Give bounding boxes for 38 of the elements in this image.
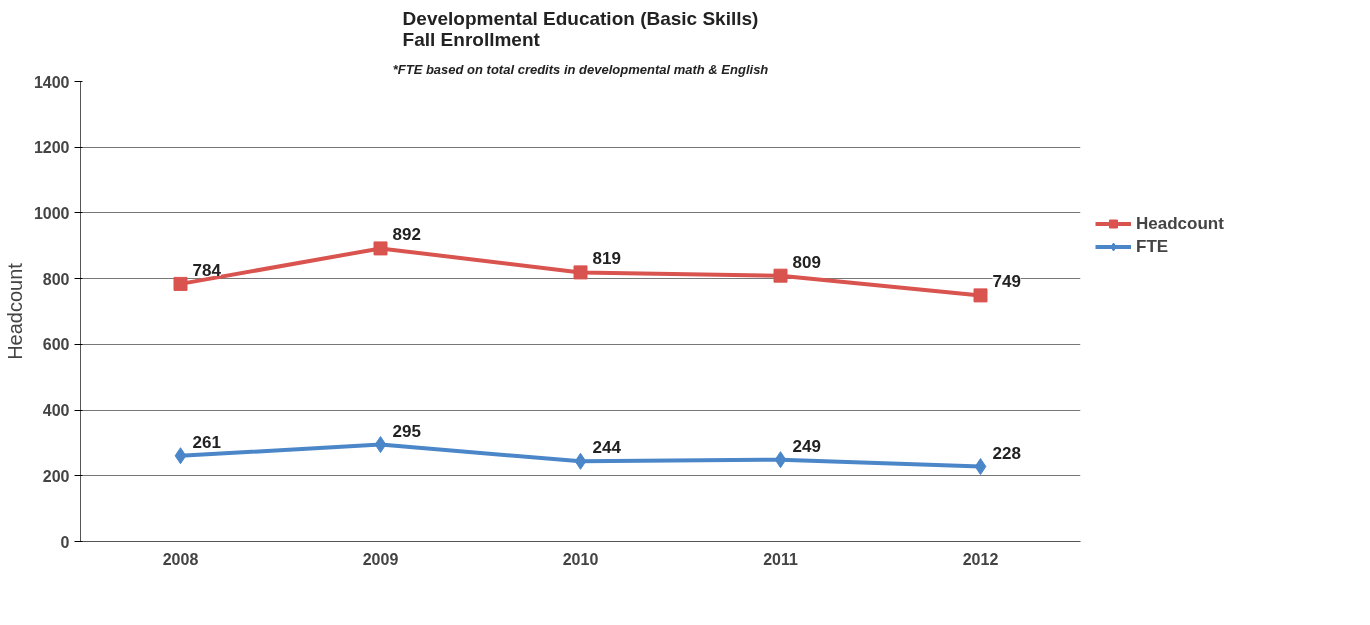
x-tick-label: 2010 bbox=[562, 550, 599, 568]
y-tick-label: 800 bbox=[42, 270, 70, 288]
data-label: 819 bbox=[592, 249, 621, 269]
chart-title: Developmental Education (Basic Skills) Fall Enrollment bbox=[402, 7, 759, 50]
data-label: 892 bbox=[392, 225, 421, 245]
point bbox=[774, 451, 787, 469]
y-tick-label: 0 bbox=[60, 533, 70, 551]
x-tick-label: 2012 bbox=[962, 550, 999, 568]
point bbox=[974, 458, 987, 476]
data-label: 228 bbox=[992, 443, 1021, 463]
y-tick-label: 1400 bbox=[33, 73, 70, 91]
data-label: 244 bbox=[592, 438, 622, 458]
point bbox=[973, 288, 988, 303]
y-tick-label: 400 bbox=[42, 402, 70, 420]
x-tick-label: 2011 bbox=[763, 550, 798, 568]
point bbox=[174, 447, 187, 465]
data-label: 809 bbox=[792, 252, 821, 272]
legend-label: Headcount bbox=[1136, 213, 1224, 234]
data-label: 749 bbox=[992, 272, 1021, 292]
point bbox=[773, 268, 788, 283]
chart-subtitle: *FTE based on total credits in developmental math & English bbox=[392, 61, 769, 77]
x-tick-label: 2009 bbox=[362, 550, 399, 568]
y-tick-label: 1200 bbox=[33, 139, 70, 157]
point bbox=[173, 276, 188, 291]
data-label: 295 bbox=[392, 421, 421, 441]
data-label: 249 bbox=[792, 436, 821, 456]
point bbox=[573, 265, 588, 280]
y-tick-label: 1000 bbox=[33, 204, 70, 222]
point bbox=[373, 241, 388, 256]
legend-label: FTE bbox=[1136, 236, 1169, 257]
x-tick-label: 2008 bbox=[162, 550, 199, 568]
y-tick-label: 600 bbox=[42, 336, 70, 354]
point bbox=[574, 452, 587, 470]
data-label: 784 bbox=[192, 260, 222, 280]
data-label: 261 bbox=[192, 432, 221, 452]
point bbox=[374, 436, 387, 454]
y-axis-title: Headcount bbox=[3, 262, 26, 360]
y-tick-label: 200 bbox=[42, 467, 70, 485]
